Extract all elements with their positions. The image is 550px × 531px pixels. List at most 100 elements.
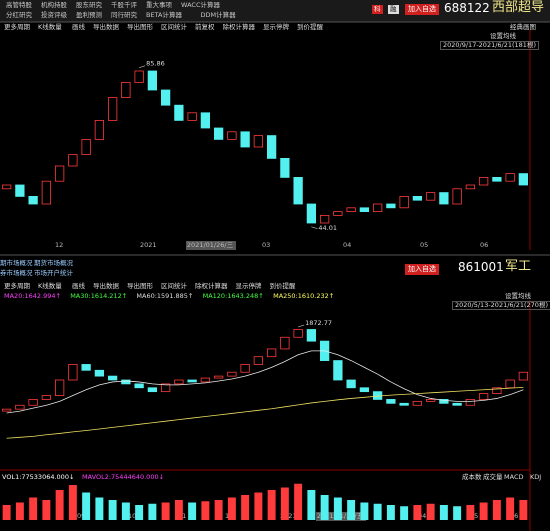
candle (81, 138, 91, 155)
menu-item[interactable]: 同行研究 (111, 11, 137, 19)
crosshair-date-box (186, 241, 236, 250)
menu-item[interactable]: DDM计算器 (200, 11, 236, 19)
tool-button[interactable]: 导出数据 (93, 282, 119, 290)
volume-bar (15, 502, 24, 520)
tool-button[interactable]: 导出图形 (127, 23, 153, 31)
candle (147, 70, 158, 91)
volume-bar (492, 500, 501, 520)
candle (174, 379, 184, 385)
candle (280, 157, 290, 178)
volume-bar (294, 483, 303, 520)
x-tick-label: 06 (510, 512, 518, 520)
link[interactable]: 券市场概况 (0, 269, 33, 277)
add-watch-button[interactable]: 加入自选 (405, 264, 439, 275)
tool-button[interactable]: 经典画图 (510, 23, 536, 31)
candle (240, 131, 250, 148)
ma-button[interactable]: 设置均线 (505, 292, 531, 300)
volume-bar (413, 505, 422, 520)
candle (425, 192, 436, 201)
indicator-tab[interactable]: 成本数 (462, 473, 482, 481)
candle (386, 203, 396, 209)
candle (452, 402, 462, 406)
tool-button[interactable]: K线数量 (38, 23, 62, 31)
candle (478, 393, 489, 400)
add-watch-button[interactable]: 加入自选 (405, 4, 439, 15)
tool-button[interactable]: 画线 (72, 282, 85, 290)
indicator-tab[interactable]: KDJ (530, 473, 542, 481)
volume-bar (280, 487, 289, 520)
menu-item[interactable]: WACC计算器 (181, 1, 220, 9)
volume-bar (188, 502, 197, 520)
tool-button[interactable]: 导出图形 (127, 282, 153, 290)
ma-button[interactable]: 设置均线 (490, 32, 516, 40)
max-pointer (298, 324, 305, 328)
volume-bar (307, 490, 316, 520)
x-tick-label: 12 (55, 241, 63, 249)
tool-button[interactable]: 画线 (72, 23, 85, 31)
candle (107, 375, 118, 381)
max-label: 1872.77 (305, 319, 332, 327)
indicator-tab[interactable]: MACD (504, 473, 524, 481)
tool-button[interactable]: 显示停牌 (235, 282, 262, 290)
tool-button[interactable]: 到价提醒 (269, 282, 296, 290)
volume-bar (68, 485, 77, 520)
candle (280, 336, 290, 350)
menu-item[interactable]: 千股千评 (111, 1, 137, 9)
link[interactable]: 期货市场概况 (34, 259, 73, 267)
tool-button[interactable]: 到价提醒 (297, 23, 323, 31)
candle (187, 379, 197, 383)
ma-legend: MA30:1614.212↑ (70, 292, 128, 300)
candle (200, 112, 211, 129)
indicator-tab[interactable]: 成交量 (483, 473, 503, 481)
stock-code: 861001 (458, 260, 504, 274)
volume-bar (148, 503, 157, 520)
candle (1, 184, 12, 190)
tool-button[interactable]: 更多周期 (4, 23, 30, 31)
candle (134, 70, 144, 83)
menu-item[interactable]: 分红研究 (6, 11, 32, 19)
candle (505, 173, 515, 182)
candle (399, 195, 409, 209)
tool-button[interactable]: 更多周期 (4, 282, 30, 290)
menu-item[interactable]: BETA计算器 (146, 11, 182, 19)
ma-line (6, 350, 524, 414)
menu-item[interactable]: 投资评级 (41, 11, 67, 19)
volume-bar (2, 505, 11, 520)
menu-item[interactable]: 股东研究 (76, 1, 102, 9)
candle (372, 203, 383, 212)
candle (213, 127, 224, 140)
candle (465, 184, 476, 190)
candle (54, 379, 65, 396)
tool-button[interactable]: 区间统计 (161, 282, 187, 290)
candle (266, 135, 277, 159)
candle (227, 371, 237, 377)
candle (240, 364, 250, 373)
badge: 融 (388, 5, 399, 14)
menu-item[interactable]: 高管特股 (6, 1, 32, 9)
candle (306, 203, 317, 224)
tool-button[interactable]: 显示停牌 (263, 23, 289, 31)
tool-button[interactable]: 区间统计 (161, 23, 187, 31)
link[interactable]: 市场开户统计 (34, 269, 73, 277)
volume-bar (426, 503, 435, 520)
candle (160, 383, 171, 393)
tool-button[interactable]: 除权计算器 (195, 282, 228, 290)
candle (174, 104, 184, 121)
candle (346, 207, 356, 213)
menu-item[interactable]: 重大事项 (146, 1, 172, 9)
x-tick-label: 04 (343, 241, 351, 249)
tool-button[interactable]: K线数量 (38, 282, 62, 290)
tool-button[interactable]: 导出数据 (93, 23, 119, 31)
link[interactable]: 期市场概况 (0, 259, 33, 267)
tool-button[interactable]: 除权计算器 (222, 23, 256, 31)
x-tick-label: 09 (77, 512, 85, 520)
candle (293, 329, 303, 338)
menu-item[interactable]: 盈利预测 (76, 11, 102, 19)
tool-button[interactable]: 前复权 (195, 23, 215, 31)
x-tick-label: 03 (262, 241, 270, 249)
menu-item[interactable]: 机构持股 (41, 1, 67, 9)
candle (439, 192, 449, 205)
volume-legend: MAVOL2:75444640.000↓ (82, 473, 165, 481)
